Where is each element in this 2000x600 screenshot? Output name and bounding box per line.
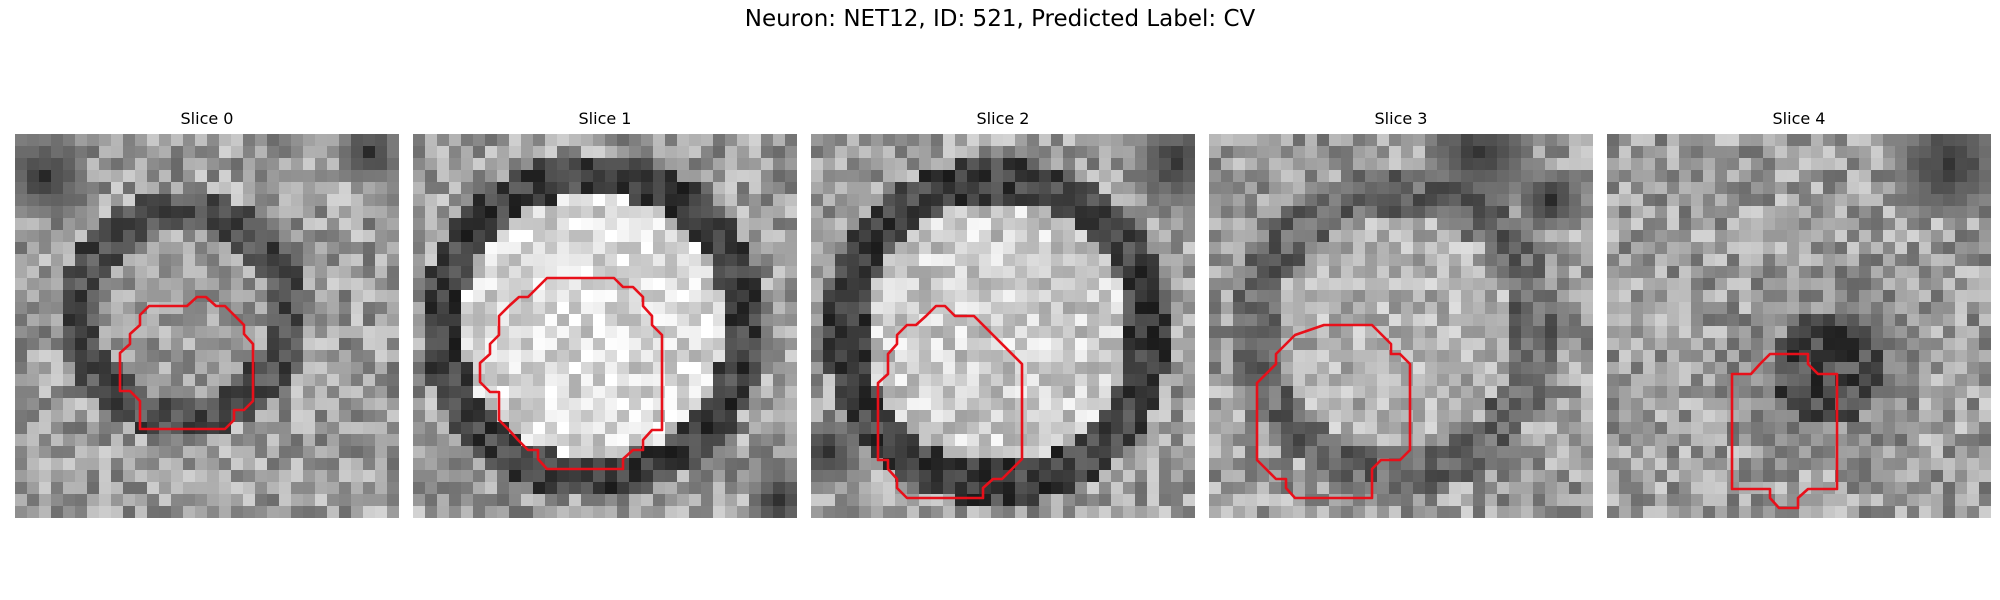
slice-image	[1209, 134, 1593, 518]
slice-image	[811, 134, 1195, 518]
segmentation-contour	[1730, 352, 1839, 510]
slice-title: Slice 0	[180, 109, 234, 128]
slice-image	[1607, 134, 1991, 518]
slice-title: Slice 4	[1772, 109, 1826, 128]
slice-panel-1: Slice 1	[413, 106, 797, 518]
segmentation-contour	[478, 276, 664, 471]
segmentation-contour	[118, 295, 255, 431]
segmentation-contour	[876, 304, 1024, 500]
slice-image	[15, 134, 399, 518]
slice-panel-2: Slice 2	[811, 106, 1195, 518]
slice-panel-4: Slice 4	[1607, 106, 1991, 518]
slice-panel-3: Slice 3	[1209, 106, 1593, 518]
slice-title: Slice 2	[976, 109, 1030, 128]
slice-image	[413, 134, 797, 518]
segmentation-contour	[1255, 323, 1412, 500]
slice-title: Slice 1	[578, 109, 632, 128]
slice-title: Slice 3	[1374, 109, 1428, 128]
slice-panel-0: Slice 0	[15, 106, 399, 518]
figure-title: Neuron: NET12, ID: 521, Predicted Label:…	[744, 6, 1256, 32]
